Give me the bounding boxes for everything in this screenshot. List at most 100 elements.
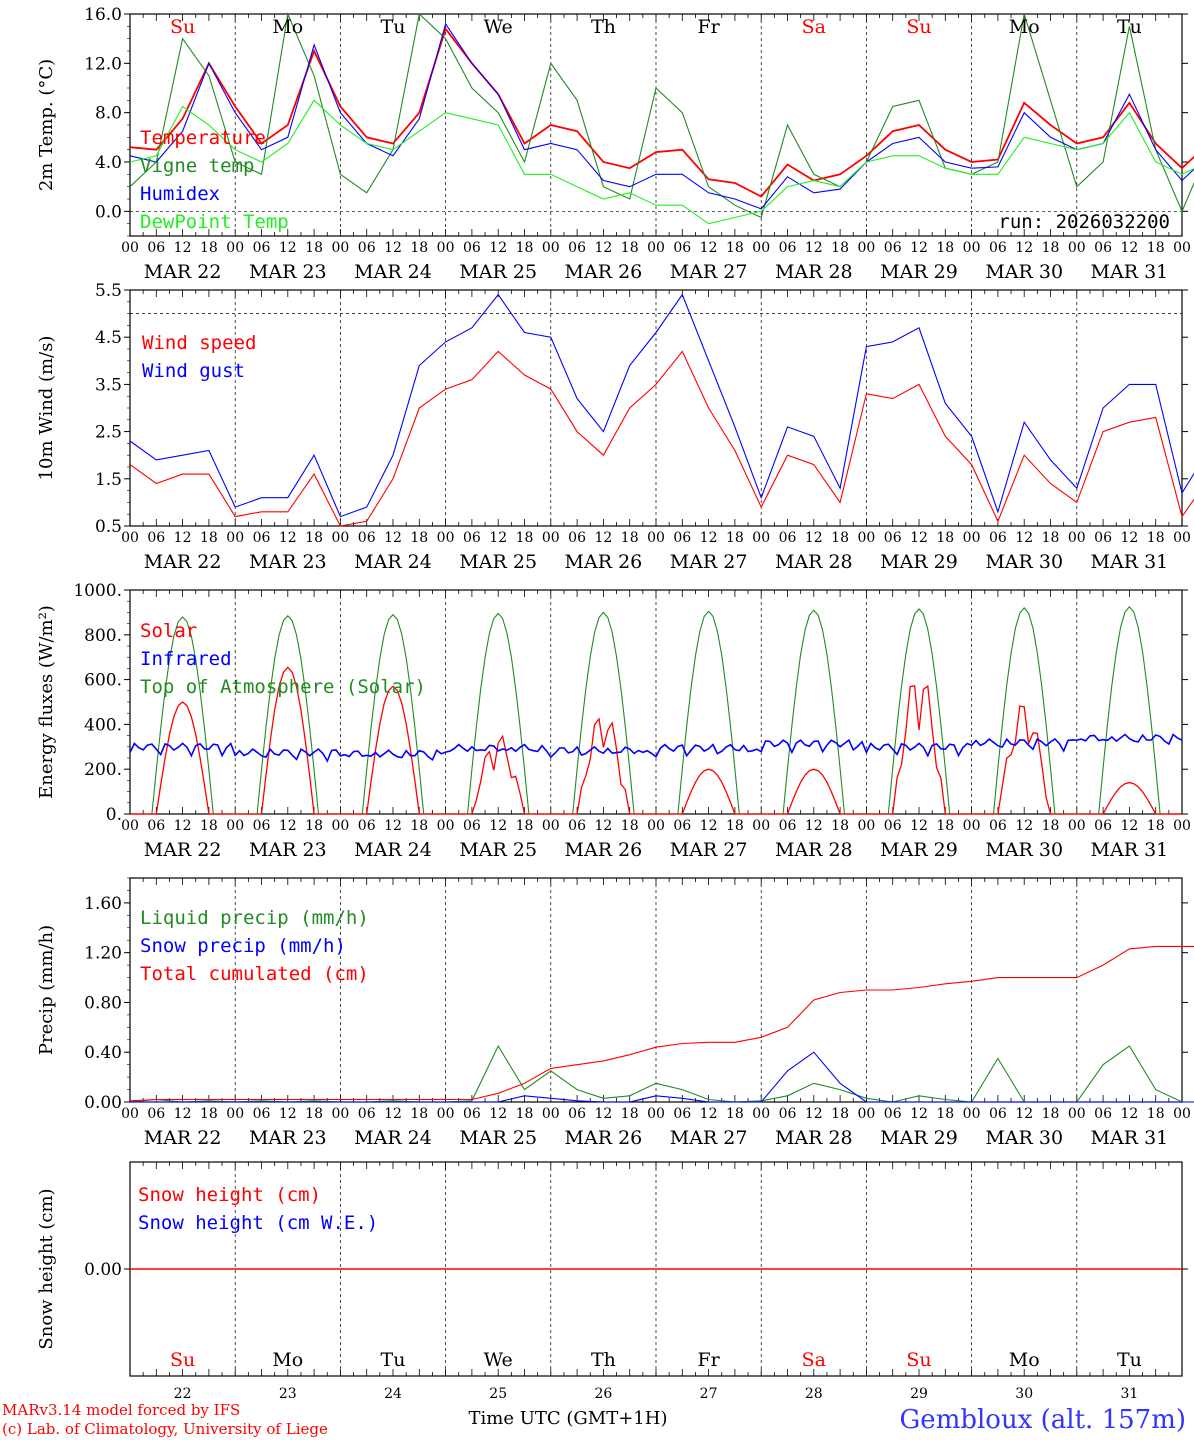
y-axis-title: Precip (mm/h) bbox=[36, 925, 57, 1055]
x-hour-label: 06 bbox=[147, 530, 165, 546]
y-axis-title: 10m Wind (m/s) bbox=[36, 336, 57, 481]
x-date-label: MAR 27 bbox=[670, 839, 748, 861]
series-snow-precip-mm-h- bbox=[130, 1051, 1194, 1103]
x-hour-label: 00 bbox=[542, 240, 560, 256]
x-hour-label: 06 bbox=[989, 530, 1007, 546]
x-hour-label: 00 bbox=[963, 818, 981, 834]
day-name-label: Mo bbox=[272, 16, 303, 38]
x-hour-label: 06 bbox=[1094, 1106, 1112, 1122]
day-number-label: 31 bbox=[1120, 1386, 1138, 1402]
x-date-label: MAR 22 bbox=[144, 261, 222, 283]
x-hour-label: 00 bbox=[226, 530, 244, 546]
x-hour-label: 18 bbox=[305, 1106, 323, 1122]
y-axis-title: Snow height (cm) bbox=[36, 1188, 57, 1349]
day-name-label: Tu bbox=[381, 1349, 406, 1371]
y-tick-label: 12.0 bbox=[84, 54, 122, 74]
x-hour-label: 12 bbox=[489, 530, 507, 546]
x-hour-label: 18 bbox=[726, 530, 744, 546]
x-hour-label: 12 bbox=[594, 240, 612, 256]
x-hour-label: 06 bbox=[989, 240, 1007, 256]
y-tick-label: 2.5 bbox=[95, 423, 122, 443]
x-hour-label: 12 bbox=[174, 1106, 192, 1122]
x-hour-label: 00 bbox=[121, 1106, 139, 1122]
day-number-label: 26 bbox=[594, 1386, 612, 1402]
x-date-label: MAR 31 bbox=[1091, 261, 1169, 283]
x-hour-label: 06 bbox=[1094, 240, 1112, 256]
x-date-label: MAR 23 bbox=[249, 839, 327, 861]
x-hour-label: 12 bbox=[700, 530, 718, 546]
x-date-label: MAR 29 bbox=[880, 839, 958, 861]
x-hour-label: 06 bbox=[673, 530, 691, 546]
x-hour-label: 18 bbox=[410, 240, 428, 256]
x-hour-label: 18 bbox=[621, 240, 639, 256]
x-hour-label: 12 bbox=[805, 240, 823, 256]
x-hour-label: 18 bbox=[200, 818, 218, 834]
x-hour-label: 18 bbox=[410, 1106, 428, 1122]
x-hour-label: 06 bbox=[673, 818, 691, 834]
x-hour-label: 00 bbox=[542, 1106, 560, 1122]
x-date-label: MAR 23 bbox=[249, 261, 327, 283]
x-hour-label: 18 bbox=[305, 818, 323, 834]
x-hour-label: 00 bbox=[121, 818, 139, 834]
x-hour-label: 00 bbox=[1173, 240, 1191, 256]
legend-entry: Temperature bbox=[140, 127, 266, 149]
y-tick-label: 0.0 bbox=[95, 202, 122, 222]
legend-entry: Snow height (cm W.E.) bbox=[138, 1212, 378, 1234]
legend-entry: Top of Atmosphere (Solar) bbox=[140, 676, 426, 698]
x-hour-label: 06 bbox=[147, 240, 165, 256]
x-date-label: MAR 27 bbox=[670, 261, 748, 283]
x-hour-label: 00 bbox=[437, 1106, 455, 1122]
x-hour-label: 00 bbox=[121, 240, 139, 256]
x-hour-label: 06 bbox=[147, 818, 165, 834]
x-date-label: MAR 29 bbox=[880, 261, 958, 283]
panel-snow: 0.00 Snow height (cm) Snow height (cm) Snow… bbox=[36, 1161, 1188, 1402]
x-date-label: MAR 25 bbox=[459, 551, 537, 573]
x-hour-label: 12 bbox=[174, 240, 192, 256]
x-date-label: MAR 28 bbox=[775, 1127, 853, 1149]
x-date-label: MAR 26 bbox=[565, 839, 643, 861]
x-hour-label: 00 bbox=[857, 818, 875, 834]
x-hour-label: 12 bbox=[279, 1106, 297, 1122]
x-hour-label: 12 bbox=[910, 1106, 928, 1122]
x-hour-label: 06 bbox=[884, 240, 902, 256]
x-date-label: MAR 25 bbox=[459, 1127, 537, 1149]
x-hour-label: 06 bbox=[147, 1106, 165, 1122]
legend-entry: Liquid precip (mm/h) bbox=[140, 907, 369, 929]
x-hour-label: 12 bbox=[1120, 818, 1138, 834]
x-hour-label: 18 bbox=[936, 530, 954, 546]
x-hour-label: 00 bbox=[1068, 818, 1086, 834]
x-hour-label: 12 bbox=[700, 1106, 718, 1122]
y-tick-label: 0.40 bbox=[84, 1043, 122, 1063]
day-name-label: Tu bbox=[1117, 1349, 1142, 1371]
series-dewpoint-temp bbox=[129, 99, 1194, 225]
x-hour-label: 12 bbox=[1015, 818, 1033, 834]
x-hour-label: 18 bbox=[516, 1106, 534, 1122]
legend-entry: Wind speed bbox=[142, 332, 256, 354]
x-date-label: MAR 25 bbox=[459, 261, 537, 283]
x-hour-label: 00 bbox=[121, 530, 139, 546]
x-hour-label: 00 bbox=[752, 530, 770, 546]
x-hour-label: 12 bbox=[489, 240, 507, 256]
x-hour-label: 06 bbox=[568, 240, 586, 256]
x-date-label: MAR 30 bbox=[985, 551, 1063, 573]
x-hour-label: 12 bbox=[279, 530, 297, 546]
x-hour-label: 06 bbox=[989, 1106, 1007, 1122]
x-date-label: MAR 29 bbox=[880, 551, 958, 573]
day-name-label: Su bbox=[170, 16, 195, 38]
x-hour-label: 00 bbox=[1068, 530, 1086, 546]
day-name-label: Fr bbox=[697, 1349, 720, 1371]
x-hour-label: 06 bbox=[253, 530, 271, 546]
x-hour-label: 12 bbox=[910, 818, 928, 834]
x-hour-label: 06 bbox=[358, 240, 376, 256]
x-hour-label: 12 bbox=[910, 530, 928, 546]
x-hour-label: 00 bbox=[1068, 240, 1086, 256]
y-tick-label: 400. bbox=[84, 715, 122, 735]
lab-credit: (c) Lab. of Climatology, University of L… bbox=[2, 1420, 328, 1438]
y-axis-title: 2m Temp. (°C) bbox=[36, 59, 57, 191]
x-hour-label: 12 bbox=[489, 1106, 507, 1122]
x-hour-label: 12 bbox=[1015, 530, 1033, 546]
day-number-label: 29 bbox=[910, 1386, 928, 1402]
y-tick-label: 0.5 bbox=[95, 517, 122, 537]
x-date-label: MAR 24 bbox=[354, 839, 432, 861]
x-hour-label: 00 bbox=[542, 530, 560, 546]
